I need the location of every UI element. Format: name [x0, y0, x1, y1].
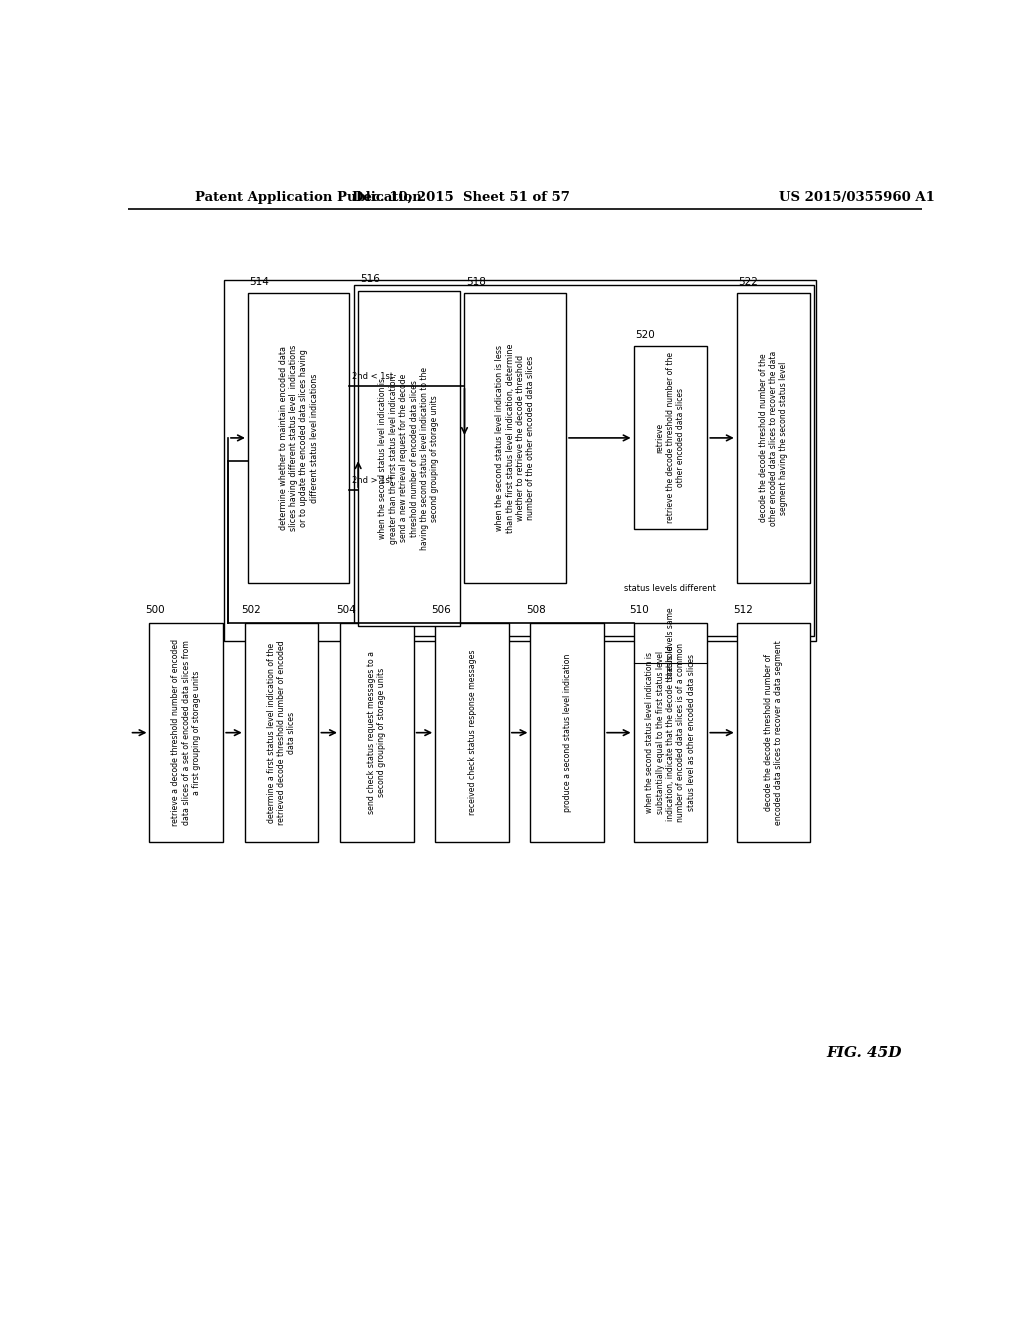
Text: 514: 514 [250, 277, 269, 286]
Text: FIG. 45D: FIG. 45D [826, 1045, 902, 1060]
Text: 512: 512 [733, 606, 753, 615]
Text: 518: 518 [466, 277, 486, 286]
Text: 502: 502 [241, 606, 260, 615]
Text: US 2015/0355960 A1: US 2015/0355960 A1 [778, 190, 935, 203]
Bar [634, 623, 708, 842]
Text: 520: 520 [635, 330, 655, 341]
Bar [530, 623, 604, 842]
Text: 510: 510 [630, 606, 649, 615]
Bar [224, 280, 816, 642]
Text: 500: 500 [145, 606, 165, 615]
Text: 504: 504 [336, 606, 355, 615]
Text: 506: 506 [431, 606, 451, 615]
Text: 2nd > 1st: 2nd > 1st [352, 477, 393, 484]
Bar [358, 290, 460, 626]
Bar [340, 623, 414, 842]
Bar [245, 623, 318, 842]
Text: determine a first status level indication of the
retrieved decode threshold numb: determine a first status level indicatio… [266, 640, 297, 825]
Text: decode the decode threshold number of the
other encoded data slices to recover t: decode the decode threshold number of th… [759, 350, 788, 525]
Text: when the second status level indication is
substantially equal to the first stat: when the second status level indication … [645, 643, 695, 822]
Text: received check status response messages: received check status response messages [468, 649, 476, 816]
Bar [465, 293, 566, 582]
Bar [354, 285, 814, 636]
Text: produce a second status level indication: produce a second status level indication [563, 653, 571, 812]
Text: send check status request messages to a
second grouping of storage units: send check status request messages to a … [367, 651, 386, 814]
Text: decode the decode threshold number of
encoded data slices to recover a data segm: decode the decode threshold number of en… [764, 640, 783, 825]
Bar [435, 623, 509, 842]
Bar [150, 623, 223, 842]
Bar [736, 623, 811, 842]
Text: 508: 508 [526, 606, 546, 615]
Text: Dec. 10, 2015  Sheet 51 of 57: Dec. 10, 2015 Sheet 51 of 57 [352, 190, 570, 203]
Bar [248, 293, 349, 582]
Text: retrieve
retrieve the decode threshold number of the
other encoded data slices: retrieve retrieve the decode threshold n… [655, 352, 685, 524]
Bar [736, 293, 811, 582]
Text: when the second status level indication is
greater than the first status level i: when the second status level indication … [379, 367, 439, 549]
Text: 516: 516 [359, 275, 380, 284]
Text: status levels different: status levels different [625, 583, 717, 593]
Text: Patent Application Publication: Patent Application Publication [196, 190, 422, 203]
Bar [634, 346, 708, 529]
Text: when the second status level indication is less
than the first status level indi: when the second status level indication … [496, 343, 536, 532]
Text: determine whether to maintain encoded data
slices having different status level : determine whether to maintain encoded da… [279, 345, 318, 531]
Text: 522: 522 [738, 277, 758, 286]
Text: retrieve a decode threshold number of encoded
data slices of a set of encoded da: retrieve a decode threshold number of en… [171, 639, 202, 826]
Text: 2nd < 1st: 2nd < 1st [352, 372, 393, 380]
Text: status levels same: status levels same [666, 607, 675, 678]
